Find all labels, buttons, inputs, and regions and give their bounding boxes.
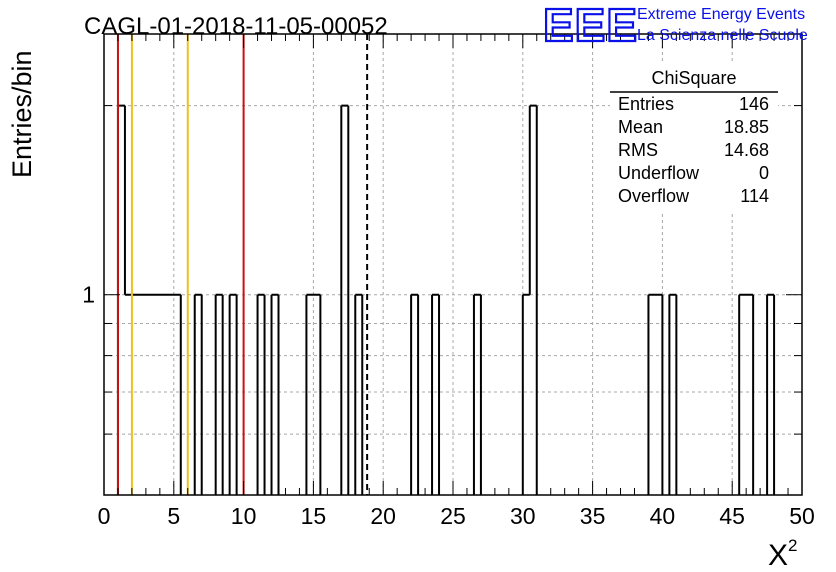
x-axis-label-base: X xyxy=(768,539,788,572)
logo-line-2: La Scienza nelle Scuole xyxy=(637,27,808,44)
eee-logo: EEE Extreme Energy Events La Scienza nel… xyxy=(542,0,808,52)
stats-value: 14.68 xyxy=(724,140,769,160)
stats-box-rows: Entries 146 Mean 18.85 RMS 14.68 Underflow 0 Ove… xyxy=(618,94,769,206)
histogram-bin xyxy=(767,295,774,495)
histogram-bin xyxy=(655,295,662,495)
histogram-bin xyxy=(153,295,160,495)
stats-value: 0 xyxy=(759,163,769,183)
stats-box-background xyxy=(610,62,778,212)
histogram-bin xyxy=(139,295,146,495)
histogram-bin xyxy=(230,295,237,495)
logo-line-1: Extreme Energy Events xyxy=(637,6,805,23)
histogram-bin xyxy=(669,295,676,495)
histogram-bin xyxy=(258,295,265,495)
reference-lines xyxy=(116,34,369,495)
histogram-bin xyxy=(648,295,655,495)
x-tick-labels: 0 5 10 15 20 25 30 35 40 45 50 xyxy=(98,503,815,529)
x-axis-label: X2 xyxy=(768,536,797,572)
chart-title: CAGL-01-2018-11-05-00052 xyxy=(84,13,388,40)
stats-box: ChiSquare Entries 146 Mean 18.85 RMS 14.68 Und… xyxy=(610,62,778,212)
histogram-bin xyxy=(746,295,753,495)
histogram-bin xyxy=(160,295,167,495)
x-tick-label: 30 xyxy=(510,503,536,529)
histogram-bin xyxy=(411,295,418,495)
stats-label: Underflow xyxy=(618,163,700,183)
histogram-bin xyxy=(167,295,174,495)
y-tick-label: 1 xyxy=(82,282,95,308)
x-tick-label: 50 xyxy=(789,503,815,529)
y-axis-label: Entries/bin xyxy=(7,50,37,178)
y-tick-labels: 1 xyxy=(82,282,95,308)
x-axis-label-superscript: 2 xyxy=(788,536,797,555)
stats-value: 114 xyxy=(740,186,769,206)
x-tick-label: 40 xyxy=(650,503,676,529)
histogram-bin xyxy=(174,295,181,495)
stats-label: Entries xyxy=(618,94,674,114)
histogram-bin xyxy=(530,106,537,495)
x-tick-label: 25 xyxy=(440,503,466,529)
histogram-bin xyxy=(313,295,320,495)
eee-logo-letters: EEE xyxy=(543,0,638,51)
histogram-bin xyxy=(341,106,348,495)
histogram-bin xyxy=(216,295,223,495)
x-tick-label: 10 xyxy=(231,503,257,529)
histogram-bin xyxy=(306,295,313,495)
histogram-bin xyxy=(125,295,132,495)
x-tick-label: 20 xyxy=(370,503,396,529)
x-tick-label: 5 xyxy=(167,503,180,529)
histogram-bin xyxy=(355,295,362,495)
stats-value: 18.85 xyxy=(724,117,769,137)
histogram-bin xyxy=(739,295,746,495)
histogram-bin xyxy=(272,295,279,495)
histogram-bin xyxy=(118,106,125,495)
histogram-bin xyxy=(523,295,530,495)
histogram-bin xyxy=(195,295,202,495)
histogram-bin xyxy=(474,295,481,495)
stats-label: RMS xyxy=(618,140,658,160)
axes-frame xyxy=(103,33,803,496)
stats-box-title: ChiSquare xyxy=(651,68,736,88)
stats-label: Mean xyxy=(618,117,663,137)
x-tick-label: 15 xyxy=(301,503,327,529)
histogram-bin xyxy=(146,295,153,495)
stats-value: 146 xyxy=(739,94,769,114)
histogram-bin xyxy=(432,295,439,495)
x-tick-label: 0 xyxy=(98,503,111,529)
stats-label: Overflow xyxy=(618,186,690,206)
x-tick-label: 45 xyxy=(719,503,745,529)
x-tick-label: 35 xyxy=(580,503,606,529)
histogram-bin xyxy=(132,295,139,495)
